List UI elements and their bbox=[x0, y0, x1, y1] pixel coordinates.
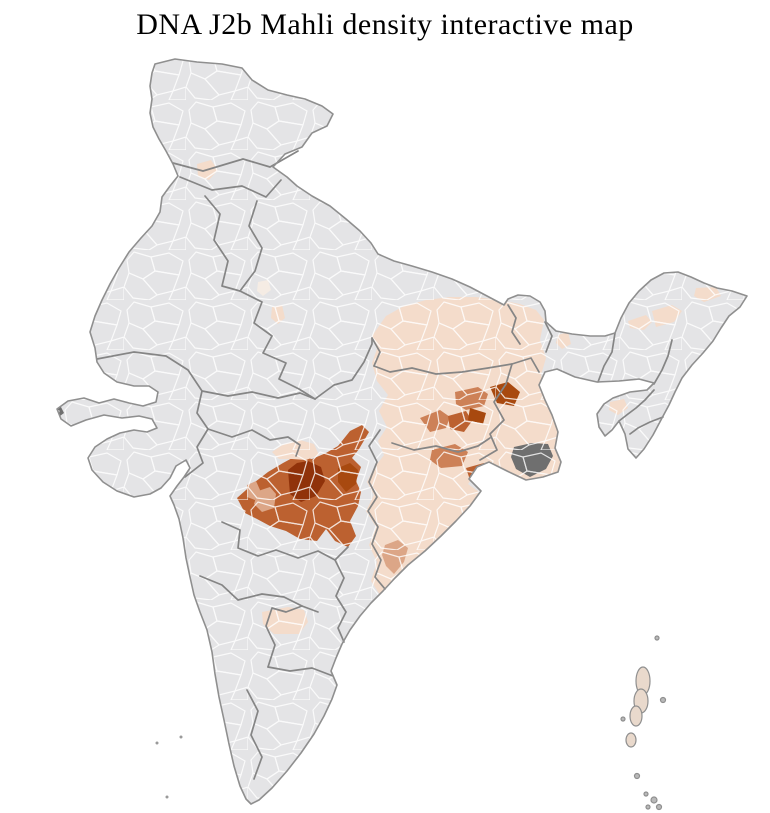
andaman-islands[interactable] bbox=[620, 635, 667, 780]
page-title: DNA J2b Mahli density interactive map bbox=[136, 8, 634, 41]
india-coastline bbox=[56, 58, 748, 805]
nicobar-islands[interactable] bbox=[643, 791, 663, 811]
region-andhra-coast-low-district[interactable] bbox=[432, 548, 461, 566]
state-borders bbox=[96, 150, 673, 780]
lakshadweep-islands[interactable] bbox=[155, 735, 183, 799]
